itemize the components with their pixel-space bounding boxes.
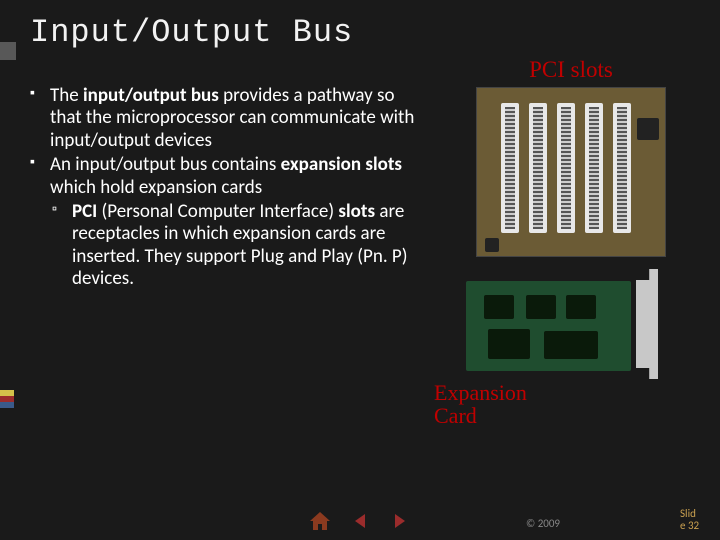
bold-text: slots	[338, 200, 375, 223]
expansion-card-label: Expansion Card	[434, 381, 527, 427]
pci-slot-graphic	[585, 103, 603, 233]
nav-footer	[0, 510, 720, 532]
home-button[interactable]	[307, 510, 333, 532]
pci-slots-image	[476, 87, 666, 257]
copyright-text: © 2009	[526, 517, 560, 530]
text: Expansion	[434, 380, 527, 405]
bullet-item: An input/output bus contains expansion s…	[30, 154, 430, 290]
text: The	[50, 84, 83, 107]
text: Slid	[680, 507, 696, 520]
page-title: Input/Output Bus	[30, 14, 702, 51]
decor-bar	[0, 42, 16, 60]
text: (Personal Computer Interface)	[97, 200, 338, 223]
text: Card	[434, 403, 477, 428]
pci-slot-graphic	[557, 103, 575, 233]
content-row: The input/output bus provides a pathway …	[30, 57, 702, 427]
bold-text: expansion slots	[281, 153, 402, 176]
pci-slots-label: PCI slots	[529, 57, 613, 83]
sub-bullet-item: PCI (Personal Computer Interface) slots …	[50, 201, 430, 291]
chip-graphic	[544, 331, 598, 359]
bullet-list: The input/output bus provides a pathway …	[30, 85, 430, 291]
chip-graphic	[484, 295, 514, 319]
prev-button[interactable]	[347, 510, 373, 532]
slide-number: Slid e 32	[680, 508, 710, 532]
pci-slot-graphic	[613, 103, 631, 233]
accent-bars-top	[0, 42, 16, 61]
chip-graphic	[566, 295, 596, 319]
image-column: PCI slots	[440, 57, 702, 427]
slide-container: Input/Output Bus The input/output bus pr…	[0, 0, 720, 540]
decor-bar	[0, 402, 14, 408]
expansion-card-image	[466, 269, 676, 379]
bold-text: PCI	[72, 200, 97, 223]
bold-text: input/output bus	[83, 84, 219, 107]
bullet-item: The input/output bus provides a pathway …	[30, 85, 430, 152]
next-button[interactable]	[387, 510, 413, 532]
chip-graphic	[637, 118, 659, 140]
chip-graphic	[485, 238, 499, 252]
pci-slot-graphic	[501, 103, 519, 233]
pci-slot-graphic	[529, 103, 547, 233]
text-column: The input/output bus provides a pathway …	[30, 57, 430, 427]
text: which hold expansion cards	[50, 176, 262, 199]
sub-bullet-list: PCI (Personal Computer Interface) slots …	[50, 201, 430, 291]
accent-bars-bottom	[0, 390, 16, 408]
text: An input/output bus contains	[50, 153, 281, 176]
chip-graphic	[526, 295, 556, 319]
pcb-graphic	[466, 281, 631, 371]
text: e 32	[680, 519, 699, 532]
card-bracket	[636, 269, 658, 379]
chip-graphic	[488, 329, 530, 359]
